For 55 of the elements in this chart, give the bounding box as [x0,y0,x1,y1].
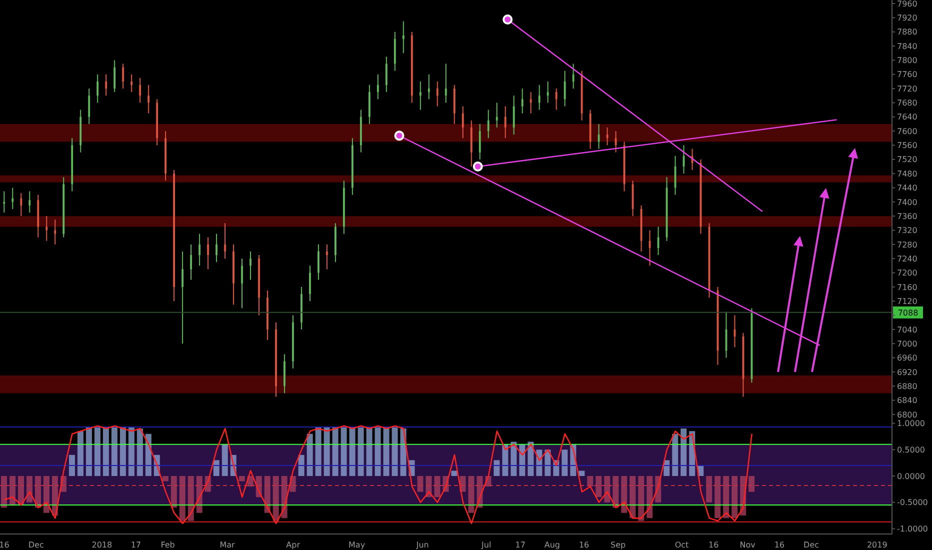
y-tick-label: 7560 [897,141,918,150]
y-tick-label: 7120 [897,296,918,306]
y-tick-label: -0.5000 [897,498,928,508]
x-tick-label: 17 [515,540,526,550]
x-tick-label: Jul [480,540,492,550]
y-tick-label: 6920 [897,368,918,377]
x-tick-label: 16 [0,540,10,550]
x-tick-label: Nov [740,540,756,550]
y-tick-label: -1.0000 [897,524,928,534]
y-tick-label: 7320 [897,226,918,236]
y-tick-label: 7160 [897,282,918,292]
x-tick-label: 16 [578,540,590,550]
y-tick-label: 7960 [897,0,918,8]
x-tick-label: Dec [28,540,44,550]
y-tick-label: 7400 [897,198,918,207]
x-tick-label: Jun [415,540,429,550]
x-tick-label: Oct [674,540,689,550]
x-tick-label: 17 [130,540,142,550]
y-tick-label: 7720 [897,84,918,94]
y-tick-label: 7600 [897,126,918,136]
x-tick-label: 16 [774,540,785,550]
x-tick-label: Sep [610,540,626,550]
y-tick-label: 0.5000 [897,445,925,454]
x-tick-label: Dec [804,540,820,550]
y-tick-label: 6880 [897,382,918,391]
y-tick-label: 7880 [897,28,918,37]
ref-line-label: 7088 [898,308,918,318]
y-tick-label: 7240 [897,254,918,264]
x-tick-label: Mar [220,540,236,550]
y-tick-label: 7440 [897,184,918,193]
y-tick-label: 7840 [897,42,918,51]
y-tick-label: 7480 [897,169,918,178]
y-tick-label: 7360 [897,212,918,221]
y-tick-label: 7800 [897,56,918,66]
y-tick-label: 7760 [897,70,918,80]
y-tick-label: 7000 [897,339,918,348]
y-tick-label: 7520 [897,155,918,164]
x-tick-label: May [348,540,366,550]
y-tick-label: 7680 [897,98,918,108]
y-tick-label: 7640 [897,112,918,122]
y-tick-label: 6800 [897,410,918,420]
x-tick-label: 2019 [866,540,888,550]
y-tick-label: 6840 [897,396,918,406]
y-tick-label: 7200 [897,268,918,278]
x-tick-label: 16 [708,540,719,550]
y-tick-label: 0.0000 [897,472,925,481]
x-tick-label: Apr [286,540,301,550]
y-tick-label: 7040 [897,325,918,334]
y-tick-label: 7280 [897,240,918,250]
y-tick-label: 6960 [897,354,918,363]
x-tick-label: 2018 [92,540,112,550]
y-tick-label: 1.0000 [897,419,925,428]
y-tick-label: 7920 [897,14,918,23]
x-tick-label: Aug [544,540,560,550]
x-tick-label: Feb [160,540,175,550]
